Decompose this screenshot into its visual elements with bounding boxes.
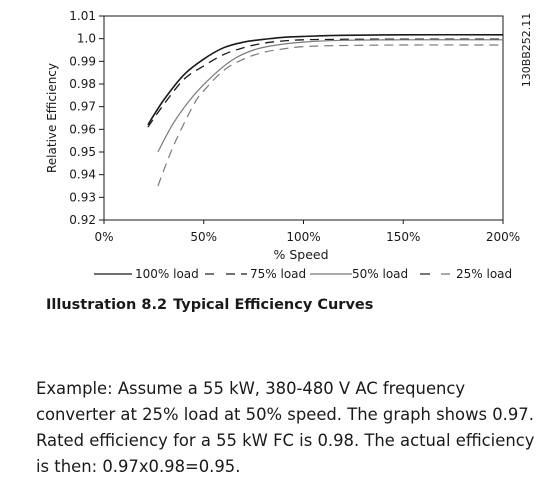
y-tick-label: 1.0 <box>77 32 96 46</box>
series-line-75-load <box>147 38 503 128</box>
caption-title: Typical Efficiency Curves <box>173 297 374 313</box>
legend-label: 50% load <box>352 267 408 281</box>
chart-legend: 100% load 75% load 50% load 25% load <box>94 267 512 281</box>
y-tick-label: 0.96 <box>69 122 96 136</box>
figure-caption: Illustration 8.2 Typical Efficiency Curve… <box>46 297 373 313</box>
legend-label: 75% load <box>250 267 306 281</box>
legend-label: 25% load <box>456 267 512 281</box>
series-line-25-load <box>157 44 504 187</box>
y-tick-label: 0.97 <box>69 100 96 114</box>
y-tick-label: 0.94 <box>69 168 96 182</box>
y-tick-label: 0.99 <box>69 54 96 68</box>
efficiency-chart: 0.92 0.93 0.94 0.95 0.96 0.97 0.98 0.99 1.0 1.01 0… <box>45 9 533 281</box>
chart-series <box>147 33 504 187</box>
chart-axes <box>103 15 504 221</box>
y-axis-label: Relative Efficiency <box>45 63 59 173</box>
x-tick-label: 50% <box>190 230 217 244</box>
y-tick-label: 0.92 <box>69 213 96 227</box>
x-tick-label: 200% <box>486 230 520 244</box>
x-axis-label: % Speed <box>273 247 328 262</box>
example-paragraph: Example: Assume a 55 kW, 380-480 V AC fr… <box>36 379 535 476</box>
legend-label: 100% load <box>135 267 199 281</box>
y-tick-label: 1.01 <box>69 9 96 23</box>
y-tick-label: 0.98 <box>69 77 96 91</box>
x-tick-label: 150% <box>386 230 420 244</box>
series-line-100-load <box>147 33 504 126</box>
document-code: 130BB252.11 <box>520 13 533 88</box>
series-line-50-load <box>157 39 504 153</box>
plot-frame <box>103 15 504 221</box>
y-tick-label: 0.93 <box>69 190 96 204</box>
y-tick-label: 0.95 <box>69 145 96 159</box>
x-tick-label: 100% <box>286 230 320 244</box>
caption-label: Illustration 8.2 <box>46 297 168 313</box>
x-tick-label: 0% <box>94 230 113 244</box>
chart-ticks: 0.92 0.93 0.94 0.95 0.96 0.97 0.98 0.99 1.0 1.01 0… <box>69 9 520 244</box>
